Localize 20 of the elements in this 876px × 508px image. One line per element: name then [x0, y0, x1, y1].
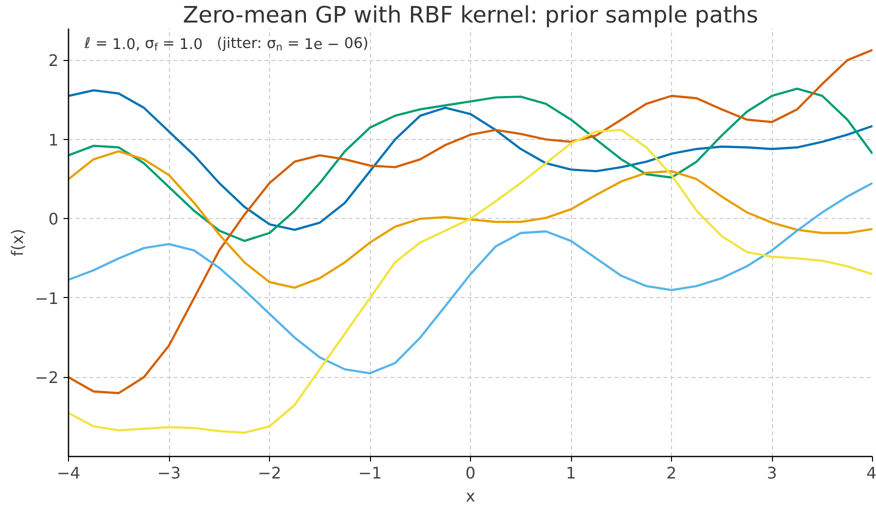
x-tick-label: 3 [766, 464, 778, 482]
y-axis-title: f(x) [8, 228, 27, 256]
y-tick-label: 1 [48, 130, 59, 150]
y-tick-label: 0 [48, 210, 59, 229]
x-tick-label: 4 [866, 464, 876, 482]
y-tick-label: −2 [34, 368, 59, 388]
x-tick-label: −4 [56, 464, 80, 482]
y-tick-label: 2 [48, 51, 59, 70]
chart-title: Zero-mean GP with RBF kernel: prior sample paths [182, 2, 758, 28]
line-series [68, 150, 872, 289]
x-tick-label: −3 [157, 464, 181, 482]
x-tick-label: 0 [465, 464, 476, 482]
x-tick-label: −2 [258, 464, 282, 482]
line-series [68, 182, 872, 374]
y-tick-label: −1 [34, 288, 59, 308]
x-axis-title: x [466, 486, 476, 506]
x-tick-label: 1 [566, 464, 576, 482]
x-tick-label: 2 [666, 464, 677, 482]
line-series [68, 128, 872, 434]
x-tick-label: −1 [358, 464, 382, 482]
